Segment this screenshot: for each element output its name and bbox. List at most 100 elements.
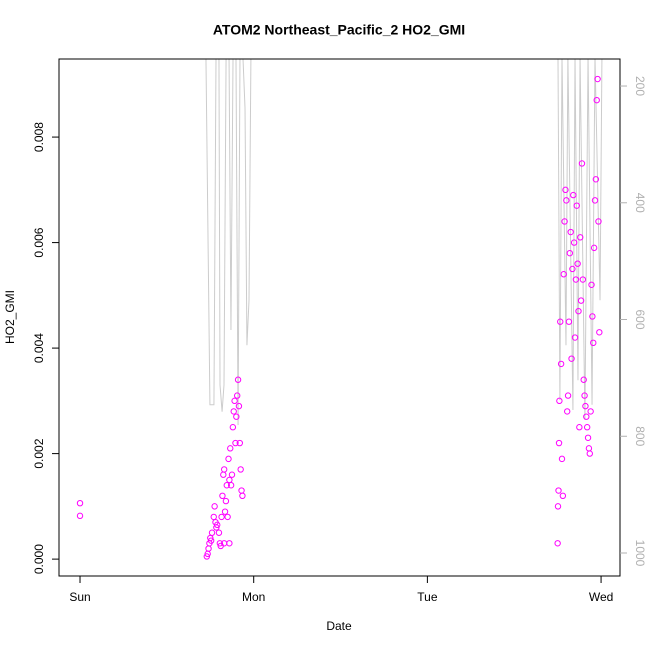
point	[555, 487, 562, 494]
point	[220, 540, 228, 547]
point	[586, 450, 593, 457]
point	[578, 160, 586, 167]
point	[581, 392, 588, 399]
y2-tick-label: 600	[633, 309, 647, 329]
point	[582, 402, 589, 410]
point	[557, 318, 564, 325]
y2-tick-label: 200	[633, 76, 647, 96]
point	[235, 402, 243, 410]
point	[566, 249, 574, 257]
point	[236, 439, 244, 447]
y-tick-label: 0.004	[32, 333, 46, 363]
point	[229, 424, 237, 431]
point	[214, 521, 221, 529]
point	[239, 492, 246, 500]
point	[583, 413, 590, 420]
point	[556, 397, 563, 405]
point	[76, 512, 84, 520]
point	[562, 186, 569, 194]
x-axis-label: Date	[326, 619, 352, 633]
point	[589, 313, 596, 320]
point	[231, 397, 238, 405]
x-tick-label: Sun	[69, 590, 90, 604]
point	[590, 339, 597, 347]
point	[570, 191, 577, 199]
point	[203, 553, 211, 560]
point	[234, 376, 242, 383]
point	[237, 466, 244, 473]
point	[584, 434, 592, 441]
point	[564, 408, 571, 415]
point	[576, 424, 583, 431]
point	[234, 392, 241, 399]
point	[568, 355, 575, 362]
point	[224, 513, 231, 521]
point	[222, 497, 230, 505]
x-tick-label: Mon	[242, 590, 265, 604]
point	[76, 499, 84, 507]
y-tick-label: 0.006	[32, 227, 46, 257]
point	[215, 529, 223, 536]
point	[570, 239, 578, 246]
point	[223, 482, 230, 489]
point	[555, 439, 563, 447]
point	[218, 513, 225, 521]
x-tick-label: Wed	[589, 590, 613, 604]
point	[228, 471, 236, 478]
point	[211, 503, 218, 510]
line	[205, 59, 603, 426]
y-tick-label: 0.002	[32, 438, 46, 468]
point	[208, 529, 216, 536]
point	[558, 455, 566, 463]
point	[571, 334, 579, 341]
point	[567, 228, 574, 236]
y2-tick-label: 400	[633, 193, 647, 213]
point	[560, 271, 567, 278]
point	[554, 540, 561, 547]
point	[559, 492, 567, 500]
y-tick-label: 0.000	[32, 544, 46, 574]
point	[227, 445, 234, 452]
point	[563, 197, 570, 204]
point	[554, 503, 562, 510]
plot-frame	[58, 58, 621, 577]
point	[232, 439, 239, 447]
point	[207, 537, 215, 544]
point	[557, 360, 565, 368]
point	[213, 524, 220, 531]
point	[564, 392, 572, 399]
point	[216, 540, 224, 547]
point	[219, 492, 226, 500]
point	[225, 455, 232, 463]
plot-area	[76, 59, 603, 560]
point	[594, 75, 601, 83]
y2-tick-label: 1000	[633, 540, 647, 567]
point	[233, 413, 240, 420]
point	[593, 96, 600, 104]
y-axis-label: HO2_GMI	[3, 290, 17, 344]
y-tick-label: 0.008	[32, 122, 46, 152]
point	[577, 297, 585, 304]
point	[573, 202, 580, 209]
point	[565, 318, 573, 325]
point	[221, 508, 229, 515]
point	[580, 376, 587, 383]
point	[572, 276, 580, 283]
point	[230, 408, 237, 415]
x-tick-label: Tue	[417, 590, 438, 604]
point	[579, 276, 587, 283]
point	[590, 244, 598, 252]
chart-title: ATOM2 Northeast_Pacific_2 HO2_GMI	[213, 22, 465, 38]
point	[227, 482, 235, 489]
point	[592, 176, 600, 183]
point	[574, 260, 581, 267]
point	[587, 408, 594, 415]
point	[561, 218, 568, 225]
point	[595, 218, 602, 225]
point	[588, 281, 595, 288]
point	[569, 265, 576, 273]
point	[575, 307, 582, 315]
point	[577, 234, 584, 241]
